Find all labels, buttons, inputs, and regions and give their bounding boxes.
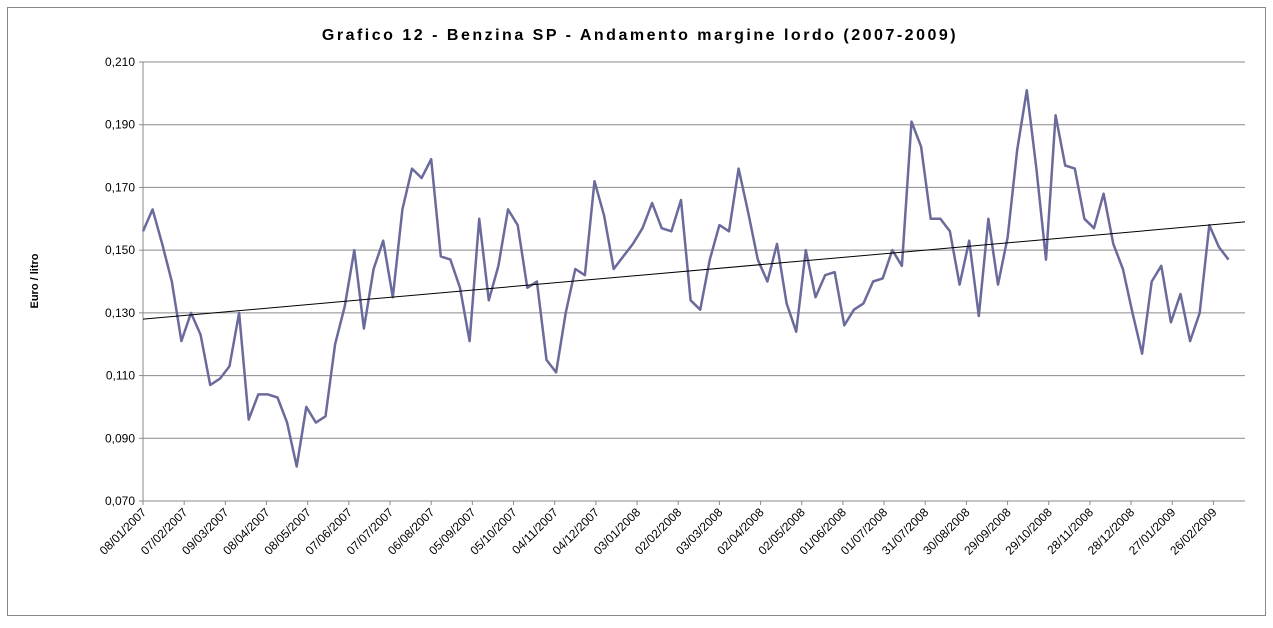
y-tick-label: 0,150 [105,243,135,257]
chart-title: Grafico 12 - Benzina SP - Andamento marg… [322,27,958,44]
y-axis-label: Euro / litro [29,253,41,308]
y-tick-label: 0,190 [105,118,135,132]
y-tick-label: 0,210 [105,55,135,69]
chart-frame [7,7,1266,616]
y-tick-label: 0,170 [105,180,135,194]
y-tick-label: 0,090 [105,431,135,445]
y-tick-label: 0,070 [105,494,135,508]
data-line [141,88,1230,468]
y-tick-label: 0,130 [105,306,135,320]
trend-line [142,221,1246,320]
y-tick-label: 0,110 [106,369,135,383]
